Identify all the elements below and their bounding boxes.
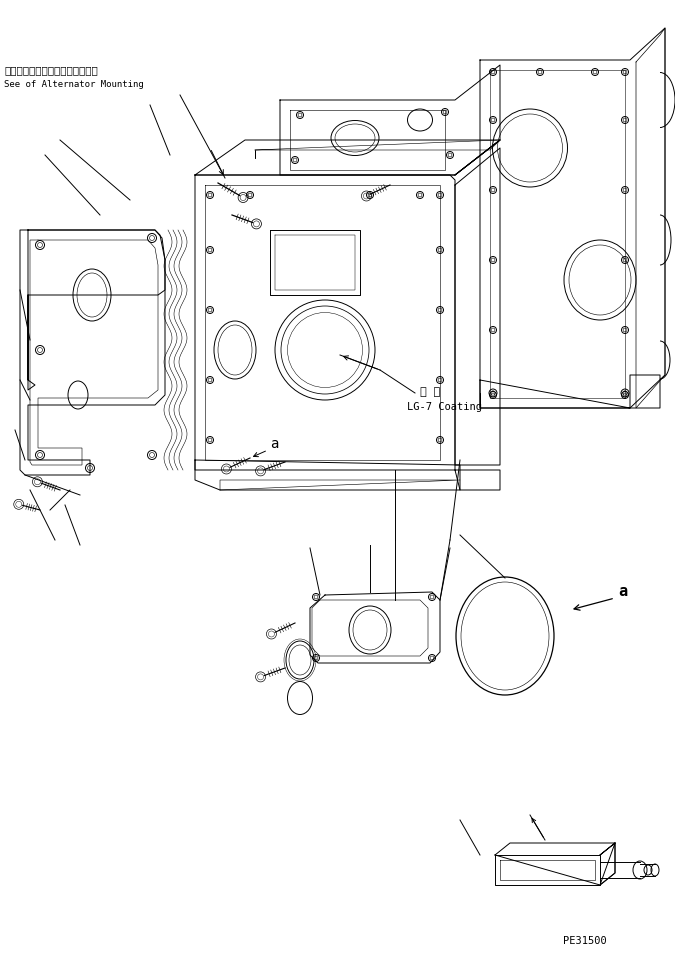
Text: オルタネータマウンティング参照: オルタネータマウンティング参照 (4, 65, 98, 75)
Text: PE31500: PE31500 (563, 936, 607, 946)
Text: LG-7 Coating: LG-7 Coating (407, 402, 482, 412)
Text: 塗 布: 塗 布 (420, 387, 440, 397)
Text: a: a (270, 437, 278, 451)
Text: a: a (618, 584, 627, 599)
Text: See of Alternator Mounting: See of Alternator Mounting (4, 80, 144, 89)
